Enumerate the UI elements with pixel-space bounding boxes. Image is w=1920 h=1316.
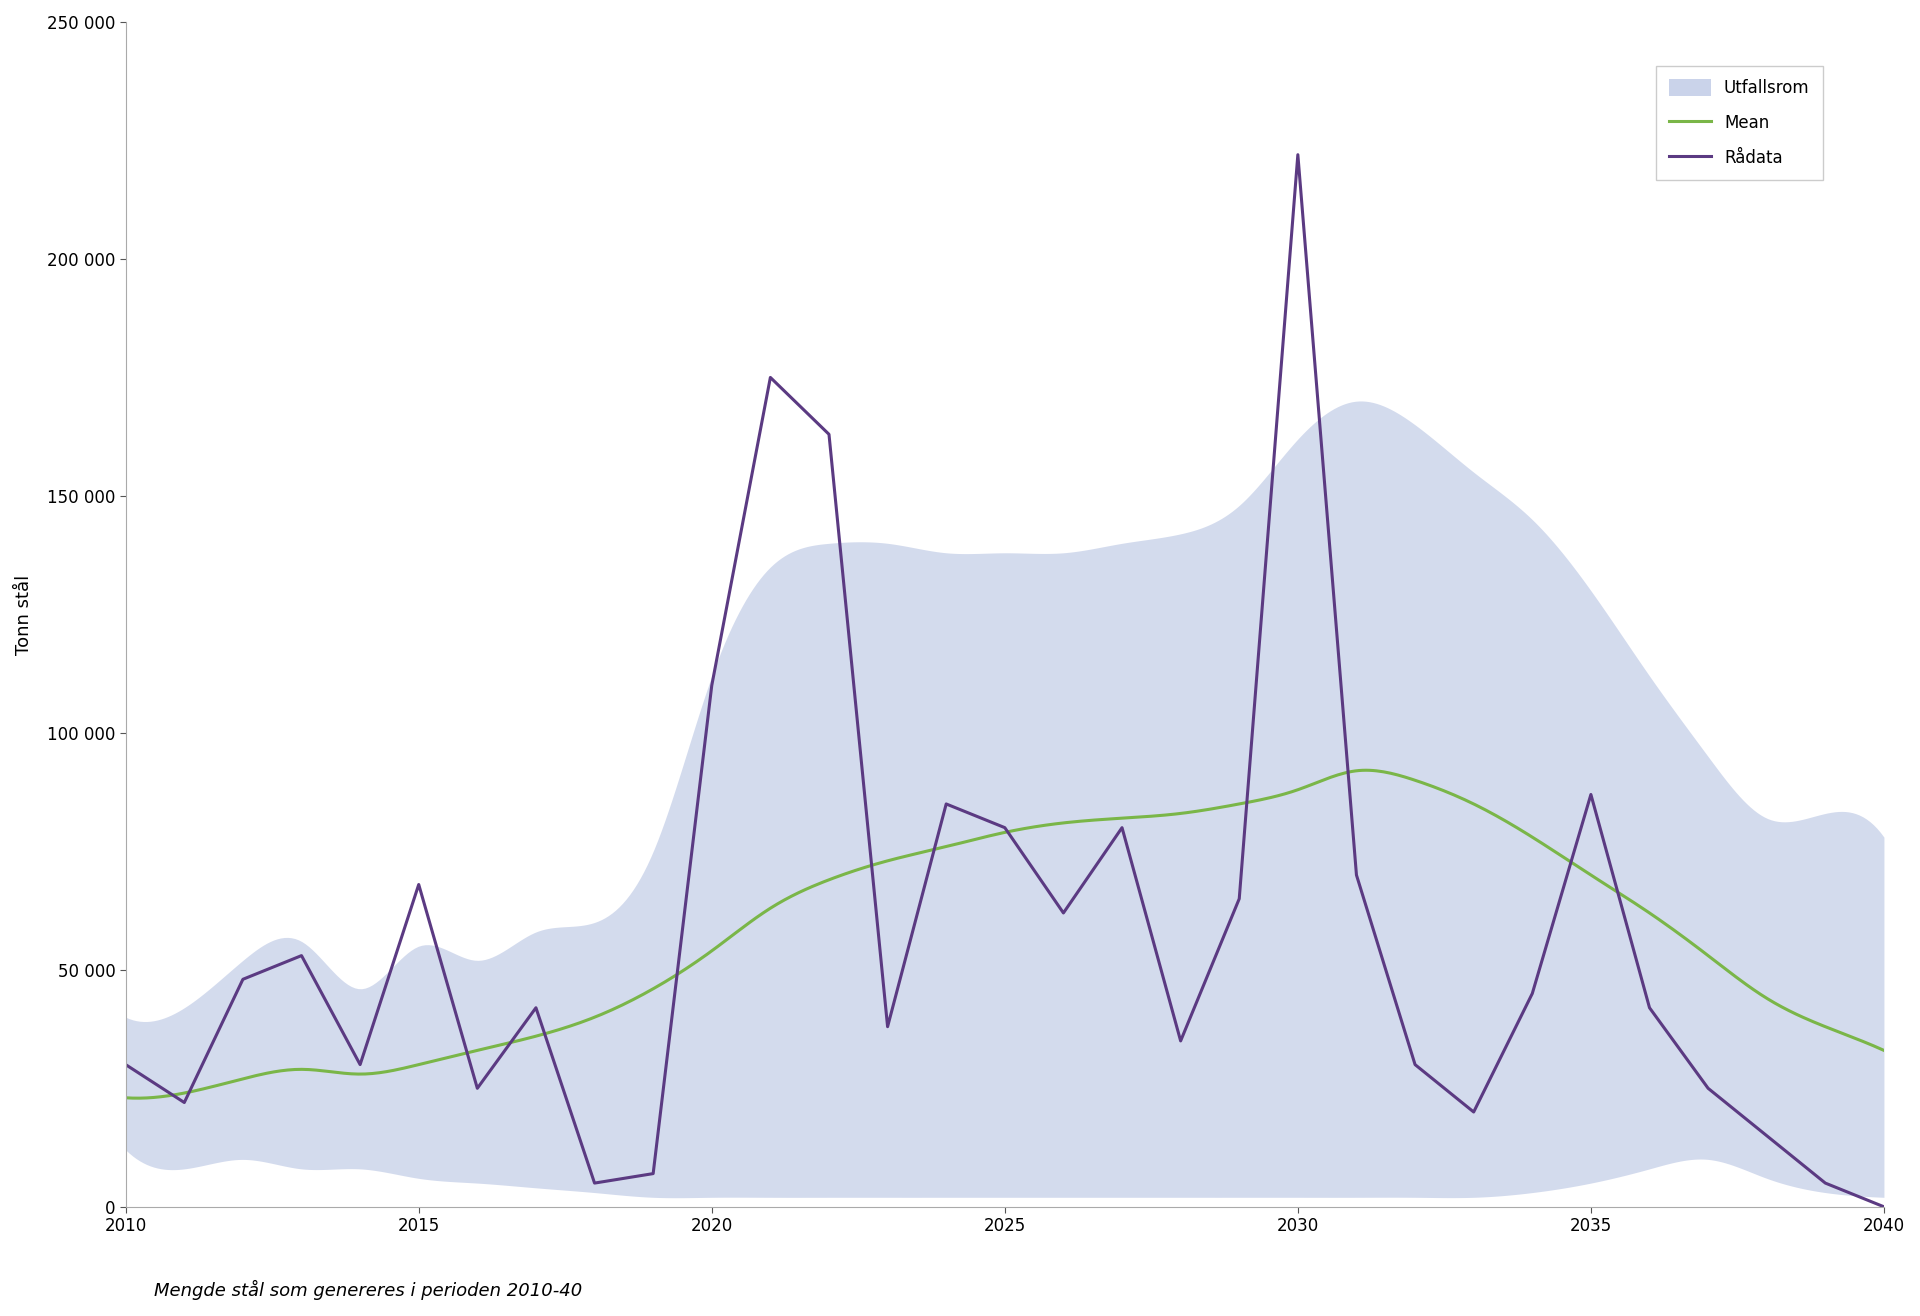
Rådata [758,370,781,386]
Rådata [407,876,430,892]
Rådata [993,820,1016,836]
Rådata [1169,1033,1192,1049]
Mean [1164,807,1187,822]
Rådata [1227,891,1250,907]
Rådata [876,1019,899,1034]
Text: Mengde stål som genereres i perioden 2010-40: Mengde stål som genereres i perioden 201… [154,1280,582,1300]
Mean [964,832,987,848]
Rådata [1872,1199,1895,1215]
Rådata [290,948,313,963]
Rådata [467,1080,490,1096]
Rådata [1052,905,1075,921]
Legend: Utfallsrom, Mean, Rådata: Utfallsrom, Mean, Rådata [1655,66,1822,180]
Mean [1069,813,1092,829]
Mean [125,1090,148,1105]
Line: Mean: Mean [125,770,1884,1098]
Rådata [1755,1128,1778,1144]
Rådata [584,1175,607,1191]
Mean [1563,857,1586,873]
Rådata [935,796,958,812]
Line: Rådata: Rådata [125,155,1884,1207]
Rådata [1110,820,1133,836]
Rådata [1286,147,1309,163]
Mean [1872,1042,1895,1058]
Rådata [349,1057,372,1073]
Mean [1837,1028,1860,1044]
Rådata [1580,787,1603,803]
Rådata [113,1057,136,1073]
Rådata [232,971,255,987]
Rådata [1697,1080,1720,1096]
Mean [1354,762,1377,778]
Y-axis label: Tonn stål: Tonn stål [15,574,33,654]
Rådata [1404,1057,1427,1073]
Mean [113,1090,136,1105]
Rådata [701,678,724,694]
Rådata [641,1166,664,1182]
Rådata [1638,1000,1661,1016]
Rådata [1521,986,1544,1001]
Rådata [524,1000,547,1016]
Rådata [818,426,841,442]
Rådata [1814,1175,1837,1191]
Rådata [1463,1104,1486,1120]
Rådata [1344,867,1367,883]
Rådata [173,1095,196,1111]
Mean [952,834,975,850]
